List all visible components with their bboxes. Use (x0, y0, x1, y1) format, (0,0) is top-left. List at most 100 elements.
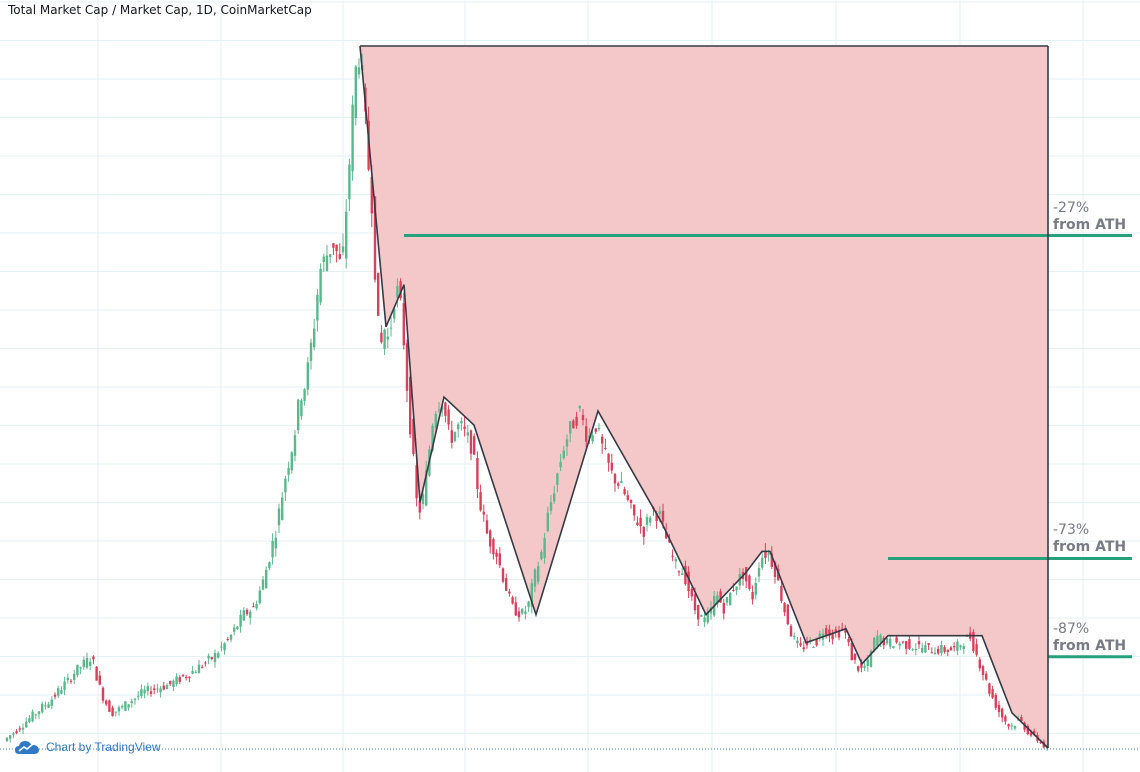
candle (245, 608, 249, 616)
candle (1026, 724, 1029, 736)
candle (572, 419, 575, 429)
candle (133, 698, 137, 705)
candle (924, 641, 927, 653)
candle (258, 586, 261, 605)
candle (169, 680, 172, 686)
candle (447, 405, 450, 430)
candle (159, 685, 162, 698)
tradingview-cloud-icon (15, 741, 39, 754)
candle (185, 674, 188, 681)
candle (889, 635, 892, 649)
candle (69, 679, 73, 684)
candle (271, 533, 274, 565)
candle (469, 429, 473, 461)
candle (556, 472, 559, 493)
candle (450, 420, 453, 449)
candle (325, 245, 329, 272)
candle (543, 532, 546, 564)
candle (617, 481, 620, 489)
candle (316, 288, 319, 332)
candle (380, 325, 383, 344)
candle (540, 549, 543, 561)
candle (300, 398, 303, 420)
candle (197, 659, 201, 674)
candle (281, 492, 284, 521)
candle (18, 725, 21, 732)
candle (60, 686, 63, 695)
candle (597, 423, 601, 432)
candle (207, 653, 210, 665)
candle (629, 499, 633, 509)
candle (252, 602, 255, 608)
candle (498, 547, 501, 569)
candle (335, 244, 338, 263)
candle (98, 670, 101, 686)
candle (620, 471, 623, 484)
candle (489, 529, 492, 554)
candle (690, 587, 693, 601)
candle (399, 278, 402, 301)
candle (754, 577, 757, 600)
candle (633, 504, 636, 521)
candle (876, 630, 879, 649)
candle (178, 675, 181, 685)
candle (117, 705, 121, 716)
candle (885, 636, 889, 646)
candle (802, 641, 805, 653)
candle (383, 328, 386, 355)
candle (348, 158, 351, 212)
candle (565, 434, 569, 456)
candle (796, 637, 799, 649)
candle (591, 431, 594, 444)
candle (175, 673, 178, 687)
candle (95, 666, 98, 681)
candle (229, 634, 233, 643)
candle (5, 737, 9, 743)
candle (511, 595, 514, 605)
candle (703, 612, 706, 627)
candle (101, 686, 105, 704)
candle (191, 665, 194, 675)
candle (108, 699, 111, 712)
candle (130, 698, 133, 708)
candle (322, 253, 325, 273)
candle (645, 513, 649, 532)
candle (194, 669, 197, 674)
candle (357, 58, 361, 79)
candle (329, 254, 332, 264)
candle (249, 609, 252, 625)
trend-line (359, 45, 1049, 749)
candle (898, 641, 901, 650)
candle (92, 655, 95, 665)
candle (466, 424, 469, 443)
candle (895, 635, 898, 644)
annotation-pct: -87% (1053, 620, 1090, 637)
candle (837, 625, 841, 641)
candle (975, 638, 978, 657)
candle (1004, 714, 1007, 725)
candle (396, 278, 399, 308)
candle (63, 676, 66, 696)
candle (745, 567, 748, 588)
candle (309, 338, 313, 370)
candle (220, 641, 223, 652)
candle (409, 373, 412, 438)
candle (581, 409, 585, 426)
candle (204, 661, 207, 667)
level-lines (404, 234, 1132, 659)
watermark-label: Chart by TradingView (46, 740, 161, 754)
annotation-pct: -27% (1053, 199, 1090, 216)
candle (642, 526, 645, 545)
candle (674, 557, 677, 569)
candle (636, 516, 639, 527)
candle (780, 579, 783, 604)
candle (847, 636, 850, 647)
candle (239, 609, 242, 633)
tradingview-watermark[interactable]: Chart by TradingView (14, 738, 161, 756)
candle (933, 647, 937, 655)
candle (725, 596, 729, 606)
candle (764, 543, 767, 564)
candle (604, 438, 607, 451)
candle (473, 433, 476, 456)
